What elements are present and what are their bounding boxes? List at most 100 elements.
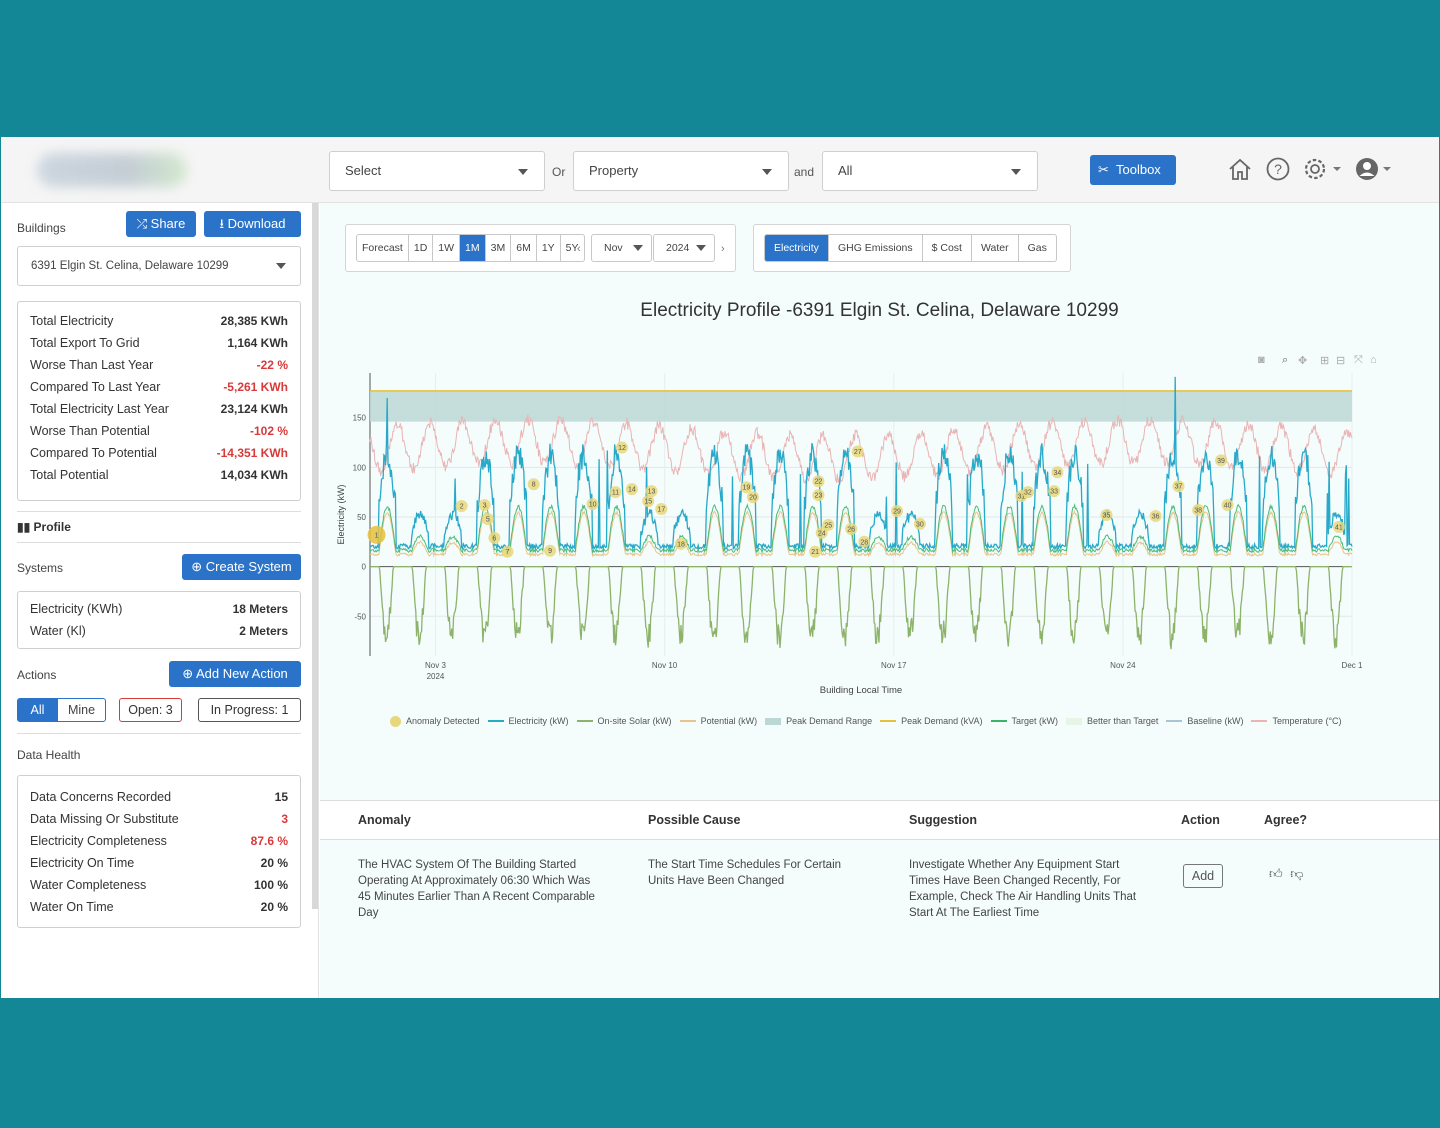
- anomaly-marker-label: 19: [743, 485, 751, 492]
- legend-swatch: [1066, 717, 1083, 725]
- anomaly-marker: [674, 537, 687, 550]
- anomaly-marker-label: 17: [657, 507, 665, 514]
- actions-label: Actions: [17, 668, 57, 682]
- month-select[interactable]: Nov: [591, 234, 652, 262]
- stat-row-value: -5,261 KWh: [223, 380, 288, 394]
- zoom-out-icon[interactable]: ⊟: [1336, 355, 1346, 367]
- thumbs-down-icon[interactable]: 👎︎: [1290, 866, 1304, 881]
- stat-row-label: Worse Than Potential: [30, 424, 150, 438]
- tab-cost[interactable]: $ Cost: [923, 235, 972, 261]
- create-system-button[interactable]: ⊕ Create System: [182, 554, 301, 580]
- legend-item[interactable]: Baseline (kW): [1166, 716, 1243, 726]
- anomaly-marker: [616, 441, 629, 454]
- legend-item[interactable]: Temperature (°C): [1251, 716, 1342, 726]
- tab-water[interactable]: Water: [972, 235, 1019, 261]
- user-icon[interactable]: [1355, 157, 1395, 186]
- profile-tab[interactable]: ▮▮ Profile: [17, 520, 71, 534]
- logo: [37, 153, 187, 187]
- tab-1d[interactable]: 1D: [409, 235, 434, 261]
- pan-icon[interactable]: ✥: [1298, 355, 1308, 367]
- legend-item[interactable]: Potential (kW): [679, 716, 758, 726]
- reset-home-icon[interactable]: ⌂: [1370, 354, 1377, 366]
- toolbox-button[interactable]: ✂ Toolbox: [1090, 155, 1176, 185]
- stat-row: Total Export To Grid 1,164 KWh: [30, 332, 288, 354]
- legend-item[interactable]: Peak Demand (kVA): [880, 716, 983, 726]
- camera-icon[interactable]: ◙: [1258, 354, 1265, 366]
- add-new-action-button[interactable]: ⊕ Add New Action: [169, 661, 301, 687]
- share-icon: ⤮: [136, 216, 151, 231]
- health-row: Electricity Completeness 87.6 %: [30, 830, 288, 852]
- in-progress-actions-button[interactable]: In Progress: 1: [198, 698, 301, 722]
- stat-row-label: Total Electricity: [30, 314, 114, 328]
- health-row-label: Water On Time: [30, 900, 114, 914]
- chevron-right-icon[interactable]: ›: [721, 243, 725, 255]
- app-window: Select Or Property and All ✂ Toolbox ?: [1, 137, 1439, 998]
- create-system-label: Create System: [205, 559, 292, 574]
- anomaly-marker: [891, 505, 904, 518]
- anomaly-table-header: Anomaly Possible Cause Suggestion Action…: [320, 800, 1439, 840]
- help-icon[interactable]: ?: [1265, 157, 1291, 186]
- stat-row-value: 23,124 KWh: [220, 402, 288, 416]
- y-tick-label: 150: [353, 414, 367, 423]
- gear-icon[interactable]: [1303, 157, 1343, 186]
- anomaly-marker: [1192, 504, 1205, 517]
- tab-1m[interactable]: 1M: [460, 235, 486, 261]
- tab-gas[interactable]: Gas: [1027, 242, 1047, 254]
- anomaly-marker: [1332, 520, 1345, 533]
- property-dropdown[interactable]: Property: [573, 151, 789, 191]
- tab-1w[interactable]: 1W: [433, 235, 461, 261]
- add-action-button[interactable]: Add: [1183, 864, 1223, 888]
- tab-ghg-emissions[interactable]: GHG Emissions: [829, 235, 923, 261]
- y-tick-label: 50: [357, 513, 366, 522]
- autoscale-icon[interactable]: ⤧: [1354, 354, 1363, 366]
- anomaly-marker: [478, 499, 491, 512]
- tab-5y[interactable]: 5Y: [565, 242, 579, 254]
- tab-1y[interactable]: 1Y: [537, 235, 561, 261]
- peak-demand-range-band: [370, 390, 1352, 422]
- select-dropdown[interactable]: Select: [329, 151, 545, 191]
- anomaly-marker-label: 39: [1217, 458, 1225, 465]
- legend-label: Potential (kW): [700, 716, 758, 726]
- zoom-icon[interactable]: ⌕: [1282, 354, 1289, 366]
- health-row: Data Concerns Recorded 15: [30, 786, 288, 808]
- legend-item[interactable]: On-site Solar (kW): [576, 716, 672, 726]
- tab-forecast[interactable]: Forecast: [357, 235, 409, 261]
- legend-item[interactable]: Target (kW): [990, 716, 1058, 726]
- select-dropdown-value: Select: [345, 163, 382, 178]
- legend-item[interactable]: Peak Demand Range: [765, 716, 872, 726]
- legend-item[interactable]: Better than Target: [1066, 716, 1158, 726]
- tab-3m[interactable]: 3M: [486, 235, 512, 261]
- share-button[interactable]: ⤮ Share: [126, 211, 196, 237]
- legend-item[interactable]: Electricity (kW): [487, 716, 569, 726]
- anomaly-marker-label: 22: [815, 479, 823, 486]
- download-button[interactable]: ⭳ Download: [204, 211, 301, 237]
- y-axis-title: Electricity (kW): [336, 485, 346, 545]
- tab-electricity[interactable]: Electricity: [765, 235, 829, 261]
- all-dropdown[interactable]: All: [822, 151, 1038, 191]
- anomaly-marker-label: 33: [1050, 489, 1058, 496]
- filter-all-button[interactable]: All: [17, 698, 58, 722]
- thumbs-up-icon[interactable]: 👍︎: [1269, 866, 1283, 881]
- anomaly-marker: [812, 489, 825, 502]
- electricity-series-line: [369, 376, 1353, 551]
- anomaly-marker: [367, 525, 386, 544]
- tab-6m[interactable]: 6M: [511, 235, 537, 261]
- stat-row-label: Worse Than Last Year: [30, 358, 154, 372]
- stat-row: Worse Than Potential -102 %: [30, 420, 288, 442]
- anomaly-marker: [1149, 509, 1162, 522]
- home-icon[interactable]: [1227, 157, 1253, 186]
- sidebar-scrollbar[interactable]: [312, 203, 318, 909]
- anomaly-marker-label: 32: [1024, 490, 1032, 497]
- profile-label: Profile: [33, 520, 71, 534]
- year-select[interactable]: 2024: [653, 234, 715, 262]
- legend-item[interactable]: Anomaly Detected: [390, 715, 480, 727]
- zoom-in-icon[interactable]: ⊞: [1320, 355, 1330, 367]
- building-select[interactable]: 6391 Elgin St. Celina, Delaware 10299: [17, 246, 301, 286]
- open-actions-button[interactable]: Open: 3: [119, 698, 182, 722]
- chevron-left-icon[interactable]: ‹: [577, 243, 581, 255]
- filter-mine-button[interactable]: Mine: [57, 698, 106, 722]
- chevron-down-icon: [696, 245, 706, 251]
- toolbox-label: Toolbox: [1116, 162, 1161, 177]
- health-row-value: 20 %: [260, 856, 288, 870]
